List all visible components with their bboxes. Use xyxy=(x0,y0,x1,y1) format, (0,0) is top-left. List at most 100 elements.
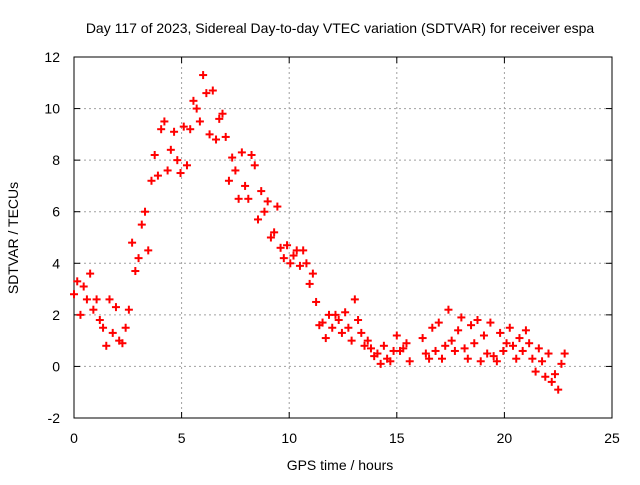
data-point xyxy=(182,161,191,170)
data-point xyxy=(350,295,359,304)
data-point xyxy=(257,187,266,196)
data-point xyxy=(134,254,143,263)
data-point xyxy=(341,308,350,317)
data-point xyxy=(473,316,482,325)
y-axis-label: SDTVAR / TECUs xyxy=(5,182,21,294)
data-point xyxy=(176,169,185,178)
data-point xyxy=(270,228,279,237)
data-point xyxy=(79,282,88,291)
data-point xyxy=(266,233,275,242)
data-point xyxy=(299,246,308,255)
data-points xyxy=(70,71,569,394)
data-point xyxy=(131,267,140,276)
data-point xyxy=(141,207,150,216)
data-point xyxy=(283,241,292,250)
grid-lines xyxy=(74,57,612,418)
data-point xyxy=(441,341,450,350)
data-point xyxy=(241,181,250,190)
data-point xyxy=(334,316,343,325)
data-point xyxy=(544,349,553,358)
data-point xyxy=(244,194,253,203)
data-point xyxy=(444,305,453,314)
data-point xyxy=(108,328,117,337)
data-point xyxy=(170,127,179,136)
data-point xyxy=(402,339,411,348)
data-point xyxy=(492,357,501,366)
data-point xyxy=(405,357,414,366)
data-point xyxy=(454,326,463,335)
data-point xyxy=(192,104,201,113)
data-point xyxy=(228,153,237,162)
data-point xyxy=(434,318,443,327)
data-point xyxy=(357,328,366,337)
x-tick-label: 15 xyxy=(389,430,405,446)
data-point xyxy=(99,323,108,332)
data-point xyxy=(286,259,295,268)
data-point xyxy=(450,346,459,355)
data-point xyxy=(463,354,472,363)
data-point xyxy=(250,161,259,170)
data-point xyxy=(489,352,498,361)
x-tick-label: 25 xyxy=(604,430,620,446)
y-tick-label: 4 xyxy=(52,255,60,271)
y-tick-label: 2 xyxy=(52,307,60,323)
data-point xyxy=(92,295,101,304)
data-point xyxy=(263,197,272,206)
data-point xyxy=(312,297,321,306)
data-point xyxy=(276,243,285,252)
data-point xyxy=(150,150,159,159)
data-point xyxy=(208,86,217,95)
data-point xyxy=(379,341,388,350)
data-point xyxy=(515,334,524,343)
data-point xyxy=(376,359,385,368)
data-point xyxy=(428,323,437,332)
data-point xyxy=(386,357,395,366)
data-point xyxy=(147,176,156,185)
data-point xyxy=(518,346,527,355)
data-point xyxy=(476,357,485,366)
data-point xyxy=(231,166,240,175)
data-point xyxy=(366,344,375,353)
data-point xyxy=(124,305,133,314)
data-point xyxy=(470,339,479,348)
data-point xyxy=(560,349,569,358)
data-point xyxy=(247,150,256,159)
data-point xyxy=(273,202,282,211)
y-tick-label: 12 xyxy=(44,49,60,65)
data-point xyxy=(173,156,182,165)
y-tick-label: 6 xyxy=(52,204,60,220)
data-point xyxy=(224,176,233,185)
data-point xyxy=(538,357,547,366)
data-point xyxy=(102,341,111,350)
chart-title: Day 117 of 2023, Sidereal Day-to-day VTE… xyxy=(86,20,595,36)
data-point xyxy=(502,339,511,348)
data-point xyxy=(373,349,382,358)
data-point xyxy=(437,354,446,363)
data-point xyxy=(479,331,488,340)
data-point xyxy=(431,346,440,355)
data-point xyxy=(521,326,530,335)
data-point xyxy=(212,135,221,144)
y-tick-label: 0 xyxy=(52,358,60,374)
data-point xyxy=(111,303,120,312)
data-point xyxy=(547,377,556,386)
data-point xyxy=(354,316,363,325)
data-point xyxy=(347,336,356,345)
data-point xyxy=(460,344,469,353)
data-point xyxy=(344,323,353,332)
data-point xyxy=(399,344,408,353)
data-point xyxy=(144,246,153,255)
data-point xyxy=(541,372,550,381)
data-point xyxy=(260,207,269,216)
data-point xyxy=(525,339,534,348)
data-point xyxy=(534,344,543,353)
data-point xyxy=(70,290,78,299)
data-point xyxy=(82,295,91,304)
data-point xyxy=(557,359,566,368)
data-point xyxy=(302,259,311,268)
data-point xyxy=(86,269,95,278)
data-point xyxy=(331,310,340,319)
data-point xyxy=(189,96,198,105)
data-point xyxy=(186,125,195,134)
